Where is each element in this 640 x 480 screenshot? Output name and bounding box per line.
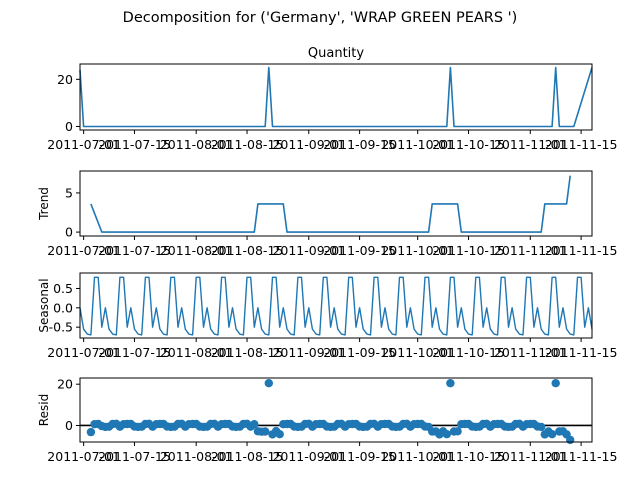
- x-tick-label: 2011-10-15: [432, 345, 505, 360]
- resid-point: [250, 420, 259, 429]
- subplot-title: Quantity: [308, 46, 364, 61]
- x-tick-label: 2011-09-15: [323, 449, 396, 464]
- resid-point: [566, 435, 575, 445]
- x-tick-label: 2011-10-01: [381, 243, 454, 258]
- x-tick-label: 2011-09-15: [323, 137, 396, 152]
- x-tick-label: 2011-08-15: [211, 449, 284, 464]
- subplot-4: Resid 0202011-07-012011-07-152011-08-0120…: [37, 377, 617, 464]
- y-tick-label: -0.5: [49, 320, 73, 335]
- x-tick-label: 2011-11-01: [494, 137, 567, 152]
- y-tick-label: 0.0: [53, 300, 73, 315]
- x-tick-label: 2011-08-15: [211, 137, 284, 152]
- x-tick-label: 2011-07-01: [47, 137, 120, 152]
- resid-point: [264, 379, 273, 388]
- figure-title: Decomposition for ('Germany', 'WRAP GREE…: [123, 10, 518, 26]
- x-tick-label: 2011-11-15: [545, 137, 618, 152]
- x-tick-label: 2011-11-15: [545, 449, 618, 464]
- x-tick-label: 2011-10-15: [432, 137, 505, 152]
- x-tick-label: 2011-08-15: [211, 243, 284, 258]
- x-tick-label: 2011-07-15: [98, 345, 171, 360]
- subplot-panels: Quantity0202011-07-012011-07-152011-08-0…: [37, 46, 617, 464]
- x-tick-label: 2011-09-01: [272, 449, 345, 464]
- x-tick-label: 2011-08-01: [160, 449, 233, 464]
- y-tick-label: 0: [65, 225, 73, 240]
- x-tick-label: 2011-10-01: [381, 449, 454, 464]
- x-tick-label: 2011-08-01: [160, 243, 233, 258]
- subplot-3: Seasonal 0.50.0-0.52011-07-012011-07-1520…: [37, 272, 618, 360]
- axes-frame: [79, 63, 593, 131]
- x-tick-label: 2011-11-01: [494, 449, 567, 464]
- x-tick-label: 2011-10-01: [381, 137, 454, 152]
- resid-point: [547, 430, 557, 439]
- resid-point: [453, 427, 462, 436]
- axes-frame: [79, 272, 593, 339]
- y-tick-label: 5: [65, 185, 73, 200]
- y-axis-label: Seasonal: [37, 278, 51, 332]
- resid-point: [275, 430, 284, 439]
- resid-point: [442, 430, 451, 439]
- x-tick-label: 2011-07-01: [47, 243, 120, 258]
- y-tick-label: 0: [65, 119, 73, 134]
- x-tick-label: 2011-09-01: [272, 137, 345, 152]
- y-tick-label: 20: [57, 377, 73, 392]
- x-tick-label: 2011-11-01: [494, 243, 567, 258]
- x-tick-label: 2011-08-01: [160, 345, 233, 360]
- x-tick-label: 2011-11-15: [545, 345, 618, 360]
- x-tick-label: 2011-11-15: [545, 243, 618, 258]
- x-tick-label: 2011-10-15: [432, 449, 505, 464]
- resid-point: [551, 379, 560, 388]
- x-tick-label: 2011-09-01: [272, 243, 345, 258]
- x-tick-label: 2011-09-01: [272, 345, 345, 360]
- seasonal-line: [79, 276, 593, 336]
- x-tick-label: 2011-08-01: [160, 137, 233, 152]
- subplot-1: Quantity 0 20 2011-07-012011-07-152011-08-0…: [47, 46, 617, 152]
- x-tick-label: 2011-10-01: [381, 345, 454, 360]
- x-tick-label: 2011-09-15: [323, 243, 396, 258]
- x-tick-label: 2011-11-01: [494, 345, 567, 360]
- x-tick-label: 2011-07-15: [98, 137, 171, 152]
- x-tick-label: 2011-07-15: [98, 243, 171, 258]
- x-tick-label: 2011-07-01: [47, 345, 120, 360]
- x-tick-label: 2011-10-15: [432, 243, 505, 258]
- resid-point: [86, 427, 96, 437]
- x-tick-label: 2011-07-01: [47, 449, 120, 464]
- x-tick-label: 2011-09-15: [323, 345, 396, 360]
- y-axis-label: Trend: [37, 187, 51, 221]
- y-tick-label: 0.5: [53, 281, 73, 296]
- resid-point: [446, 379, 455, 388]
- resid-point: [537, 422, 546, 432]
- y-tick-label: 20: [57, 72, 73, 87]
- series-line: [79, 66, 593, 128]
- x-tick-label: 2011-08-15: [211, 345, 284, 360]
- series-line: [90, 175, 571, 233]
- axes-frame: [79, 377, 593, 443]
- y-axis-label: Resid: [37, 394, 51, 426]
- resid-point: [261, 427, 270, 436]
- x-tick-label: 2011-07-15: [98, 449, 171, 464]
- y-tick-label: 0: [65, 418, 73, 433]
- subplot-2: Trend052011-07-012011-07-152011-08-01201…: [37, 170, 618, 258]
- axes-frame: [79, 170, 593, 237]
